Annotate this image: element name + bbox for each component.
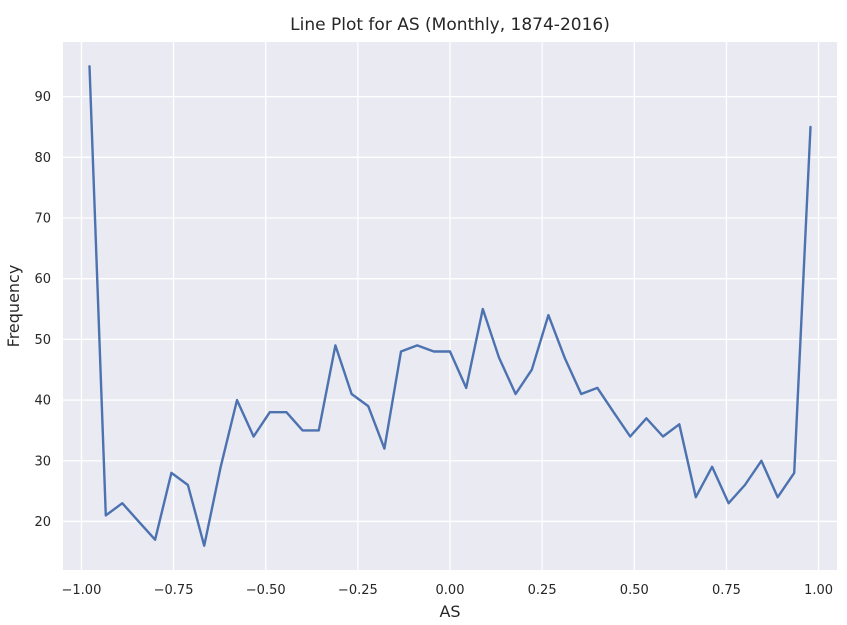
y-axis-label: Frequency <box>4 265 23 348</box>
grid-lines <box>63 42 837 570</box>
x-tick-label: 0.25 <box>528 583 557 598</box>
tick-labels: −1.00 −0.75 −0.50 −0.25 0.00 0.25 0.50 0.75 1.00… <box>34 90 833 598</box>
x-tick-label: −0.75 <box>154 583 194 598</box>
y-tick-label: 30 <box>34 454 51 469</box>
y-tick-label: 60 <box>34 272 51 287</box>
y-tick-label: 20 <box>34 515 51 530</box>
y-tick-label: 40 <box>34 394 51 409</box>
chart-title: Line Plot for AS (Monthly, 1874-2016) <box>290 15 610 35</box>
x-axis-label: AS <box>439 602 460 621</box>
x-tick-label: 0.00 <box>436 583 465 598</box>
x-tick-label: −0.25 <box>338 583 378 598</box>
x-tick-label: 0.50 <box>620 583 649 598</box>
y-tick-label: 70 <box>34 212 51 227</box>
y-tick-label: 80 <box>34 151 51 166</box>
y-tick-label: 50 <box>34 333 51 348</box>
series-line <box>88 65 812 547</box>
x-tick-label: 1.00 <box>804 583 833 598</box>
x-tick-label: −0.50 <box>246 583 286 598</box>
x-tick-label: −1.00 <box>62 583 102 598</box>
series-layer <box>88 65 812 547</box>
x-tick-label: 0.75 <box>712 583 741 598</box>
y-tick-label: 90 <box>34 90 51 105</box>
